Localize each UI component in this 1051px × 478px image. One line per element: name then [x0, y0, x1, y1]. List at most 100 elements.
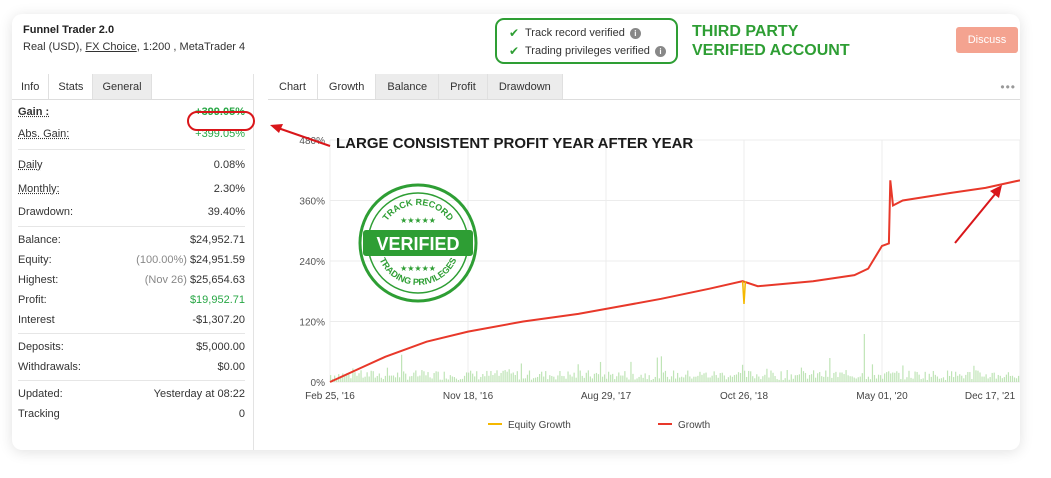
volume-bar	[869, 379, 872, 382]
volume-bar	[1015, 378, 1018, 382]
volume-bar	[350, 378, 352, 382]
volume-bar	[419, 375, 421, 382]
volume-bar	[668, 379, 671, 382]
volume-bar	[390, 375, 393, 382]
volume-bar	[843, 374, 845, 382]
volume-bar	[646, 379, 648, 382]
volume-bar	[896, 371, 898, 382]
stat-label: Balance:	[18, 234, 61, 246]
volume-bar	[441, 379, 443, 382]
volume-bar	[768, 377, 770, 382]
volume-bar	[971, 379, 973, 382]
volume-bar	[468, 372, 470, 382]
volume-bar	[640, 374, 642, 382]
broker-link[interactable]: FX Choice	[85, 41, 137, 53]
volume-bar	[855, 378, 857, 382]
volume-bar	[715, 375, 717, 382]
volume-bar	[928, 373, 930, 382]
volume-bar	[549, 375, 551, 382]
volume-bar	[559, 370, 561, 382]
x-tick-label: May 01, '20	[856, 391, 908, 402]
volume-bar	[729, 375, 731, 382]
volume-bar	[711, 375, 713, 382]
stat-label: Deposits:	[18, 341, 64, 353]
volume-bar	[699, 371, 701, 382]
volume-bar	[569, 374, 571, 382]
tab-drawdown[interactable]: Drawdown	[487, 74, 563, 99]
volume-bar	[563, 376, 565, 382]
volume-bar	[961, 375, 963, 382]
volume-bar	[778, 379, 780, 382]
volume-bar	[975, 370, 977, 382]
volume-bar	[944, 379, 947, 382]
stat-label[interactable]: Abs. Gain:	[18, 128, 70, 140]
volume-bar	[796, 375, 798, 382]
volume-bar	[575, 377, 577, 382]
volume-bar	[577, 364, 579, 382]
volume-bar	[932, 370, 934, 382]
volume-bar	[997, 374, 999, 382]
volume-bar	[817, 373, 819, 382]
volume-bar	[802, 371, 805, 382]
info-icon[interactable]: i	[629, 27, 641, 39]
volume-bar	[851, 376, 853, 382]
y-axis-labels: 0% 120% 240% 360% 480%	[299, 136, 325, 389]
tab-general[interactable]: General	[93, 74, 152, 99]
volume-bar	[871, 364, 874, 382]
volume-bar	[819, 372, 821, 382]
volume-bar	[461, 378, 464, 382]
tab-growth[interactable]: Growth	[317, 74, 377, 99]
stat-label[interactable]: Gain :	[18, 106, 50, 118]
volume-bar	[677, 372, 679, 382]
volume-bar	[948, 375, 951, 382]
volume-bar	[433, 373, 435, 382]
volume-bar	[861, 373, 863, 382]
tab-profit[interactable]: Profit	[439, 74, 488, 99]
account-name: Funnel Trader 2.0	[23, 24, 115, 36]
volume-bar	[697, 375, 699, 382]
volume-bar	[626, 377, 628, 382]
volume-bar	[955, 371, 957, 382]
stat-label[interactable]: Monthly:	[18, 183, 60, 195]
volume-bar	[772, 372, 774, 382]
more-dots-icon[interactable]: •••	[1000, 80, 1016, 94]
volume-bar	[965, 374, 967, 382]
volume-bar	[987, 378, 989, 382]
volume-bar	[810, 374, 813, 382]
tab-chart[interactable]: Chart	[268, 74, 318, 99]
x-tick-label: Nov 18, '16	[443, 391, 494, 402]
tab-stats[interactable]: Stats	[49, 74, 94, 99]
volume-bar	[967, 371, 969, 382]
tab-balance[interactable]: Balance	[376, 74, 440, 99]
volume-bar	[894, 372, 896, 382]
volume-bar	[565, 378, 567, 382]
stat-label[interactable]: Daily	[18, 159, 43, 171]
stat-withdrawals: Withdrawals: $0.00	[18, 357, 245, 377]
volume-bar	[427, 372, 429, 382]
volume-bar	[942, 377, 945, 382]
info-icon[interactable]: i	[654, 45, 666, 57]
volume-bar	[721, 372, 723, 382]
volume-bar	[725, 379, 727, 382]
volume-bar	[457, 379, 460, 382]
volume-bar	[786, 370, 788, 382]
volume-bar	[873, 374, 876, 382]
discuss-button[interactable]: Discuss	[956, 27, 1018, 53]
tab-info[interactable]: Info	[12, 74, 50, 99]
volume-bar	[999, 375, 1001, 382]
volume-bar	[652, 379, 654, 382]
volume-bar	[603, 374, 606, 382]
volume-bar	[995, 378, 997, 382]
volume-bar	[731, 376, 734, 382]
volume-bar	[532, 378, 535, 382]
volume-bar	[815, 377, 817, 382]
volume-bar	[689, 376, 691, 382]
volume-bar	[877, 374, 880, 382]
volume-bar	[425, 375, 427, 382]
account-type: Real (USD),	[23, 41, 83, 53]
volume-bar	[985, 374, 987, 382]
volume-bar	[953, 377, 955, 382]
volume-bar	[888, 371, 890, 382]
volume-bar	[963, 378, 965, 382]
chart-tabs: Chart Growth Balance Profit Drawdown	[268, 74, 1020, 100]
